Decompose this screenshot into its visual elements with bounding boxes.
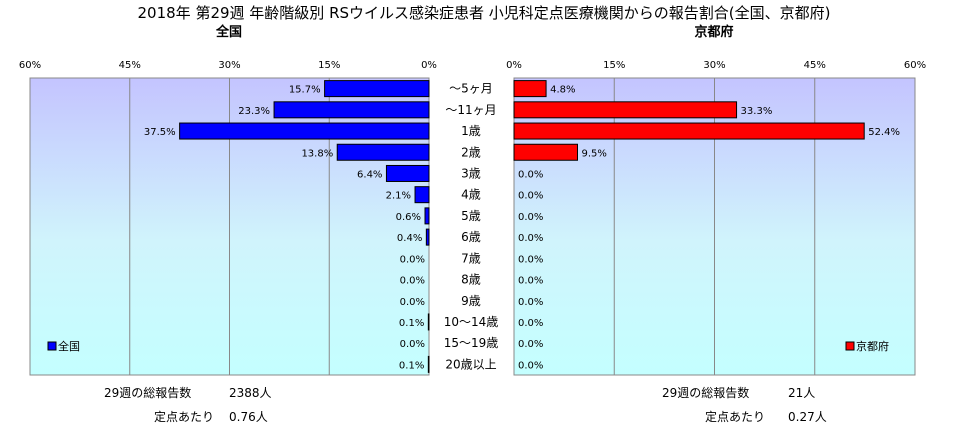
left-bar xyxy=(427,355,430,373)
category-label: 1歳 xyxy=(461,124,481,138)
left-data-label: 0.6% xyxy=(396,212,421,223)
left-tick-label: 15% xyxy=(318,60,340,71)
right-data-label: 0.0% xyxy=(518,212,543,223)
right-data-label: 0.0% xyxy=(518,191,543,202)
category-label: 9歳 xyxy=(461,294,481,308)
right-data-label: 0.0% xyxy=(518,169,543,180)
right-data-label: 0.0% xyxy=(518,254,543,265)
left-tick-label: 30% xyxy=(218,60,240,71)
right-tick-label: 45% xyxy=(804,60,826,71)
category-label: 8歳 xyxy=(461,273,481,287)
left-bar xyxy=(336,143,430,161)
right-data-label: 33.3% xyxy=(741,106,773,117)
footer-left-per-label: 定点あたり xyxy=(154,409,214,424)
footer-right-reports-label: 29週の総報告数 xyxy=(662,385,749,400)
category-label: 7歳 xyxy=(461,251,481,265)
chart-title: 2018年 第29週 年齢階級別 RSウイルス感染症患者 小児科定点医療機関から… xyxy=(138,4,831,22)
category-label: 4歳 xyxy=(461,188,481,202)
left-data-label: 0.0% xyxy=(400,297,425,308)
footer-right-per-value: 0.27人 xyxy=(788,410,827,424)
legend-right-label: 京都府 xyxy=(856,339,889,353)
footer-left-reports-value: 2388人 xyxy=(229,386,272,400)
footer-right-per-label: 定点あたり xyxy=(705,409,765,424)
tick-labels: 60% 45% 30% 15% 0% 0% 15% 30% 45% 60% xyxy=(19,60,926,71)
left-data-label: 0.0% xyxy=(400,276,425,287)
right-tick-label: 0% xyxy=(506,60,522,71)
right-tick-label: 15% xyxy=(603,60,625,71)
left-tick-label: 45% xyxy=(119,60,141,71)
left-data-label: 0.1% xyxy=(399,360,424,371)
category-label: 6歳 xyxy=(461,230,481,244)
category-label: 20歳以上 xyxy=(445,357,496,371)
right-bar xyxy=(513,122,865,140)
left-panel-title: 全国 xyxy=(215,24,242,40)
right-tick-label: 30% xyxy=(703,60,725,71)
right-bar xyxy=(513,101,738,119)
footer-left: 29週の総報告数 2388人 定点あたり 0.76人 xyxy=(104,385,272,424)
bars: 15.7% 4.8% 23.3% 33.3% 37.5% 52.4% 13.8% 9.5% 6.… xyxy=(144,80,900,373)
category-label: 15～19歳 xyxy=(444,336,499,350)
category-label: ～11ヶ月 xyxy=(445,103,496,117)
legend-left-label: 全国 xyxy=(58,339,80,353)
left-bar xyxy=(424,207,430,225)
right-data-label: 0.0% xyxy=(518,360,543,371)
left-data-label: 6.4% xyxy=(357,169,382,180)
right-data-label: 0.0% xyxy=(518,318,543,329)
right-panel-title: 京都府 xyxy=(694,24,733,40)
left-data-label: 37.5% xyxy=(144,127,176,138)
right-data-label: 0.0% xyxy=(518,297,543,308)
left-tick-label: 0% xyxy=(421,60,437,71)
category-label: 3歳 xyxy=(461,166,481,180)
category-label: 10～14歳 xyxy=(444,315,499,329)
right-data-label: 52.4% xyxy=(868,127,900,138)
left-data-label: 13.8% xyxy=(301,148,333,159)
legend-right: 京都府 xyxy=(845,339,889,353)
legend-left-swatch xyxy=(47,341,57,351)
footer-right-reports-value: 21人 xyxy=(788,386,815,400)
category-labels: ～5ヶ月 ～11ヶ月 1歳 2歳 3歳 4歳 5歳 6歳 7歳 8歳 9歳 10～14歳 15～19歳 2… xyxy=(444,82,499,372)
left-tick-label: 60% xyxy=(19,60,41,71)
right-tick-label: 60% xyxy=(904,60,926,71)
left-data-label: 0.1% xyxy=(399,318,424,329)
right-data-label: 0.0% xyxy=(518,339,543,350)
left-bar xyxy=(179,122,430,140)
left-data-label: 0.0% xyxy=(400,254,425,265)
left-data-label: 15.7% xyxy=(289,85,321,96)
right-data-label: 0.0% xyxy=(518,276,543,287)
category-label: ～5ヶ月 xyxy=(449,82,493,96)
left-bar xyxy=(425,228,430,246)
left-bar xyxy=(273,101,430,119)
left-data-label: 23.3% xyxy=(238,106,270,117)
footer-right: 29週の総報告数 21人 定点あたり 0.27人 xyxy=(662,385,827,424)
category-label: 5歳 xyxy=(461,209,481,223)
footer-left-reports-label: 29週の総報告数 xyxy=(104,385,191,400)
left-bar xyxy=(414,186,430,204)
left-bar xyxy=(427,313,430,331)
right-data-label: 9.5% xyxy=(581,148,606,159)
left-bar xyxy=(385,164,430,182)
category-label: 2歳 xyxy=(461,145,481,159)
right-data-label: 0.0% xyxy=(518,233,543,244)
left-bar xyxy=(324,80,430,98)
footer-left-per-value: 0.76人 xyxy=(229,410,268,424)
right-data-label: 4.8% xyxy=(550,85,575,96)
left-data-label: 2.1% xyxy=(386,191,411,202)
left-data-label: 0.4% xyxy=(397,233,422,244)
left-data-label: 0.0% xyxy=(400,339,425,350)
right-bar xyxy=(513,143,578,161)
legend-right-swatch xyxy=(845,341,855,351)
legend-left: 全国 xyxy=(47,339,80,353)
right-bar xyxy=(513,80,547,98)
